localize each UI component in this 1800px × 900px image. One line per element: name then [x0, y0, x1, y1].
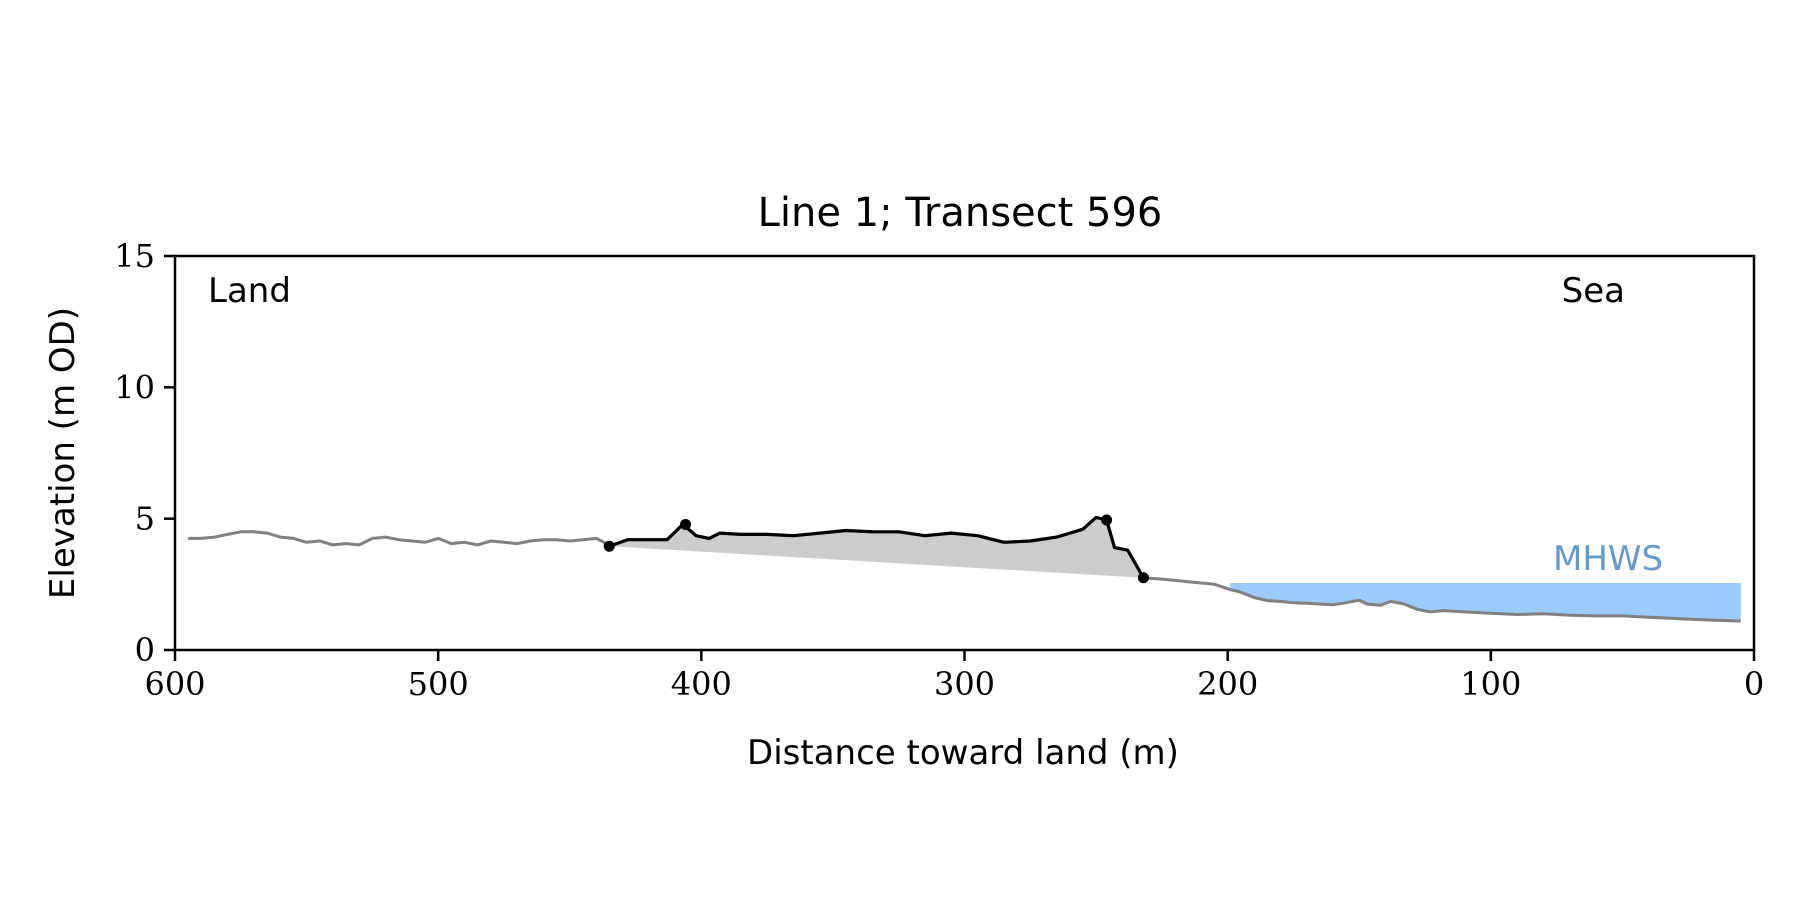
x-axis-ticks: 600 500 400 300 200 100 0: [144, 650, 1764, 703]
sea-label: Sea: [1562, 271, 1625, 311]
x-tick-label: 300: [934, 665, 995, 703]
mhws-label: MHWS: [1553, 539, 1663, 579]
x-tick-label: 500: [408, 665, 469, 703]
y-tick-label: 15: [114, 237, 155, 275]
dune-marker-4: [1137, 572, 1149, 584]
x-tick-label: 400: [671, 665, 732, 703]
y-axis-ticks: 0 5 10 15: [114, 237, 175, 669]
y-axis-label: Elevation (m OD): [43, 307, 83, 599]
x-tick-label: 0: [1744, 665, 1764, 703]
dune-volume-fill: [609, 517, 1144, 578]
y-tick-label: 0: [135, 631, 155, 669]
chart-title: Line 1; Transect 596: [758, 190, 1163, 236]
dune-markers: [603, 514, 1149, 584]
sea-below-mhws-fill: [1230, 583, 1741, 622]
x-tick-label: 200: [1197, 665, 1258, 703]
dune-marker-3: [1101, 514, 1113, 526]
y-tick-label: 5: [135, 500, 155, 538]
land-label: Land: [208, 271, 291, 311]
x-tick-label: 600: [144, 665, 205, 703]
dune-marker-1: [603, 540, 615, 552]
dune-marker-2: [680, 518, 692, 530]
plot-area: [188, 514, 1741, 623]
x-tick-label: 100: [1460, 665, 1521, 703]
y-tick-label: 10: [114, 368, 155, 406]
x-axis-label: Distance toward land (m): [747, 733, 1179, 773]
